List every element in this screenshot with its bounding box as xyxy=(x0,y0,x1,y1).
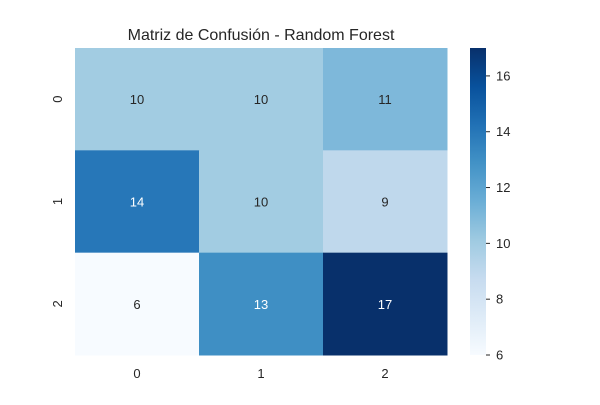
heatmap-cell-r1-c0 xyxy=(75,150,200,254)
heatmap-cell-r2-c1 xyxy=(199,252,324,356)
colorbar-tick-label: 16 xyxy=(496,68,510,83)
cell-value-label: 11 xyxy=(378,92,392,107)
x-tick-label: 1 xyxy=(257,366,264,381)
cell-value-label: 13 xyxy=(254,297,268,312)
heatmap-cell-r1-c1 xyxy=(199,150,324,254)
colorbar-tick-label: 14 xyxy=(496,124,510,139)
colorbar-tick-label: 6 xyxy=(496,348,503,363)
colorbar xyxy=(470,48,486,355)
colorbar-tick-label: 10 xyxy=(496,236,510,251)
y-tick-label: 2 xyxy=(50,300,65,307)
heatmap-cell-r0-c0 xyxy=(75,48,200,151)
cell-value-label: 10 xyxy=(254,195,268,210)
cell-value-label: 14 xyxy=(130,195,144,210)
chart-title: Matriz de Confusión - Random Forest xyxy=(128,27,395,44)
cell-value-label: 17 xyxy=(378,297,392,312)
cell-value-label: 10 xyxy=(130,92,144,107)
y-tick-label: 0 xyxy=(50,96,65,103)
cell-value-label: 10 xyxy=(254,92,268,107)
y-tick-label: 1 xyxy=(50,198,65,205)
cell-value-label: 9 xyxy=(381,195,388,210)
colorbar-tick-label: 8 xyxy=(496,292,503,307)
x-tick-label: 2 xyxy=(381,366,388,381)
heatmap-cell-r0-c1 xyxy=(199,48,324,151)
x-tick-label: 0 xyxy=(133,366,140,381)
colorbar-tick-label: 12 xyxy=(496,180,510,195)
heatmap-cell-r1-c2 xyxy=(323,150,448,254)
heatmap-cell-r2-c2 xyxy=(323,252,448,356)
heatmap-cell-r0-c2 xyxy=(323,48,448,151)
heatmap-cell-r2-c0 xyxy=(75,252,200,356)
cell-value-label: 6 xyxy=(133,297,140,312)
